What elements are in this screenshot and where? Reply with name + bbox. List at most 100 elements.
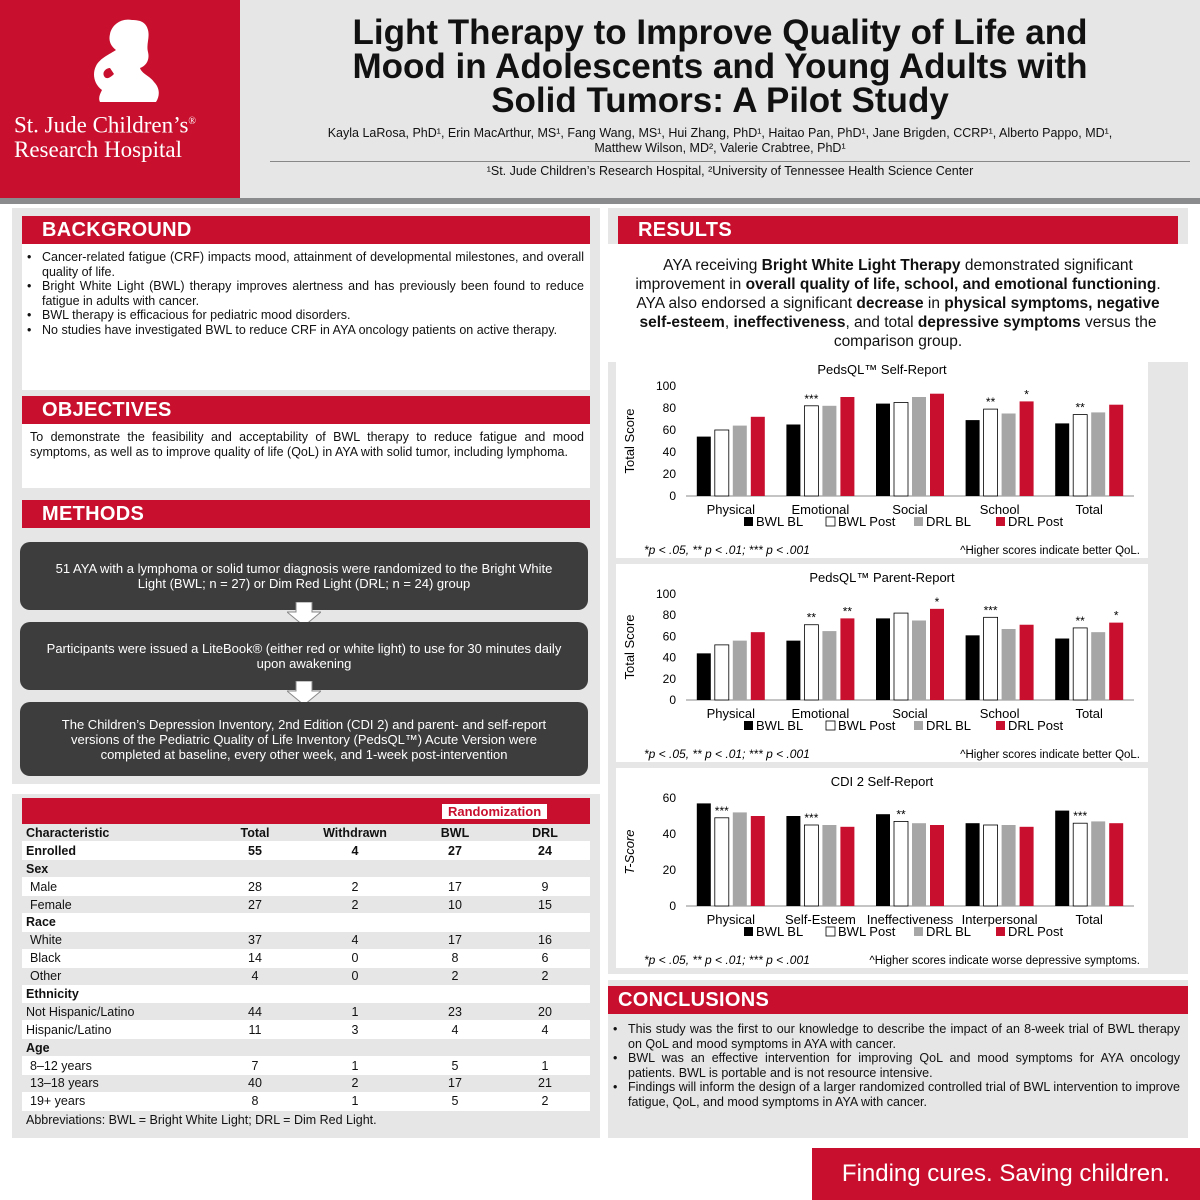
legend-swatch xyxy=(914,517,923,526)
row-cell xyxy=(210,1038,300,1058)
chart-footnote-left: *p < .05, ** p < .01; *** p < .001 xyxy=(644,953,810,967)
bar-drl-post xyxy=(750,416,765,496)
bar-bwl-bl xyxy=(786,424,801,496)
bar-drl-bl xyxy=(1091,412,1106,496)
x-tick-label: Total xyxy=(1075,706,1103,721)
footer-band: Finding cures. Saving children. xyxy=(812,1148,1200,1200)
poster-title: Light Therapy to Improve Quality of Life… xyxy=(240,15,1200,120)
significance-label: *** xyxy=(1073,809,1087,823)
authors-line-1: Kayla LaRosa, PhD¹, Erin MacArthur, MS¹,… xyxy=(327,126,1113,140)
row-label: Ethnicity xyxy=(22,985,210,1004)
bar-bwl-post xyxy=(893,821,909,907)
row-cell xyxy=(500,985,590,1004)
chart-cdi-svg: CDI 2 Self-Report T-Score 0 20 40 60 Physical S… xyxy=(622,774,1140,967)
title-line-3: Solid Tumors: A Pilot Study xyxy=(491,81,949,120)
bar-bwl-bl xyxy=(1055,423,1070,496)
legend-swatch xyxy=(996,517,1005,526)
significance-label: *** xyxy=(984,603,998,617)
row-label: Male xyxy=(22,877,210,897)
row-cell xyxy=(500,1038,590,1058)
table-row: Hispanic/Latino 11 3 4 4 xyxy=(22,1020,590,1040)
demographics-table: Characteristic Total Withdrawn BWL DRL E… xyxy=(22,824,590,1111)
summary-fragment: versus the comparison group. xyxy=(833,314,1157,350)
y-tick-label: 100 xyxy=(656,587,676,601)
table-header-row: Characteristic Total Withdrawn BWL DRL xyxy=(22,824,590,843)
legend-swatch xyxy=(744,721,753,730)
row-cell: 1 xyxy=(300,1002,410,1022)
y-tick-label: 80 xyxy=(663,401,677,415)
bar-bwl-post xyxy=(983,408,999,497)
row-cell: 17 xyxy=(410,1074,500,1093)
chart-footnote-right: ^Higher scores indicate better QoL. xyxy=(960,749,1140,761)
row-cell xyxy=(500,913,590,932)
significance-label: *** xyxy=(804,811,818,825)
bar-drl-bl xyxy=(822,825,837,906)
method-step-3: The Children’s Depression Inventory, 2nd… xyxy=(20,702,588,776)
row-cell: 4 xyxy=(500,1020,590,1040)
table-row: Other 4 0 2 2 xyxy=(22,967,590,986)
row-label: Other xyxy=(22,967,210,986)
bar-drl-post xyxy=(1019,401,1034,496)
bar-drl-bl xyxy=(1001,825,1016,906)
x-tick-label: Physical xyxy=(707,706,756,721)
significance-label: ** xyxy=(1076,614,1086,628)
bar-drl-bl xyxy=(1001,413,1016,496)
methods-heading: METHODS xyxy=(22,500,590,528)
bar-bwl-bl xyxy=(696,803,711,906)
method-step-1: 51 AYA with a lymphoma or solid tumor di… xyxy=(20,542,588,610)
y-tick-label: 0 xyxy=(669,693,676,707)
conclusion-bullet-item: This study was the first to our knowledg… xyxy=(608,1022,1180,1051)
background-bullet-item: BWL therapy is efficacious for pediatric… xyxy=(22,308,584,323)
significance-label: ** xyxy=(843,604,853,618)
row-cell xyxy=(410,913,500,932)
summary-fragment: depressive symptoms xyxy=(917,314,1081,331)
legend-swatch xyxy=(744,927,753,936)
table-row: Enrolled 55 4 27 24 xyxy=(22,841,590,861)
table-row: Age xyxy=(22,1038,590,1058)
row-cell: 5 xyxy=(410,1056,500,1075)
row-cell xyxy=(300,913,410,932)
x-tick-label: Social xyxy=(892,502,928,517)
conclusion-bullet-item: BWL was an effective intervention for im… xyxy=(608,1051,1180,1080)
row-cell: 4 xyxy=(210,967,300,986)
row-cell: 8 xyxy=(210,1092,300,1111)
row-cell xyxy=(300,1038,410,1058)
legend-swatch xyxy=(825,926,836,937)
randomization-heading: Randomization xyxy=(442,804,548,819)
bar-drl-post xyxy=(840,618,855,700)
y-tick-label: 20 xyxy=(663,672,677,686)
table-row: Ethnicity xyxy=(22,985,590,1004)
header-divider xyxy=(0,198,1200,204)
row-cell xyxy=(500,859,590,879)
row-cell: 4 xyxy=(410,1020,500,1040)
bar-bwl-post xyxy=(714,644,730,701)
significance-label: *** xyxy=(804,392,818,406)
legend-swatch xyxy=(825,516,836,527)
abbreviations: Abbreviations: BWL = Bright White Light;… xyxy=(26,1112,377,1127)
row-cell: 2 xyxy=(300,1074,410,1093)
row-cell: 15 xyxy=(500,895,590,914)
row-cell xyxy=(410,859,500,879)
row-cell: 17 xyxy=(410,877,500,897)
row-cell: 3 xyxy=(300,1020,410,1040)
row-cell: 11 xyxy=(210,1020,300,1040)
row-cell: 23 xyxy=(410,1002,500,1022)
row-label: 19+ years xyxy=(22,1092,210,1111)
y-tick-label: 100 xyxy=(656,379,676,393)
bar-bwl-post xyxy=(803,405,819,497)
x-tick-label: Self-Esteem xyxy=(785,912,856,927)
row-cell: 0 xyxy=(300,967,410,986)
legend-label: DRL BL xyxy=(926,924,971,939)
row-cell: 1 xyxy=(300,1056,410,1075)
col-total: Total xyxy=(210,824,300,843)
method-step-2: Participants were issued a LiteBook® (ei… xyxy=(20,622,588,690)
legend-swatch xyxy=(744,517,753,526)
demographics-panel: Randomization Randomization Characterist… xyxy=(12,794,600,1138)
table-row: Female 27 2 10 15 xyxy=(22,895,590,914)
background-bullet-item: Bright White Light (BWL) therapy improve… xyxy=(22,279,584,308)
row-cell: 2 xyxy=(300,877,410,897)
bar-drl-post xyxy=(840,826,855,906)
bar-bwl-bl xyxy=(786,816,801,906)
y-tick-label: 40 xyxy=(663,651,677,665)
row-cell: 9 xyxy=(500,877,590,897)
